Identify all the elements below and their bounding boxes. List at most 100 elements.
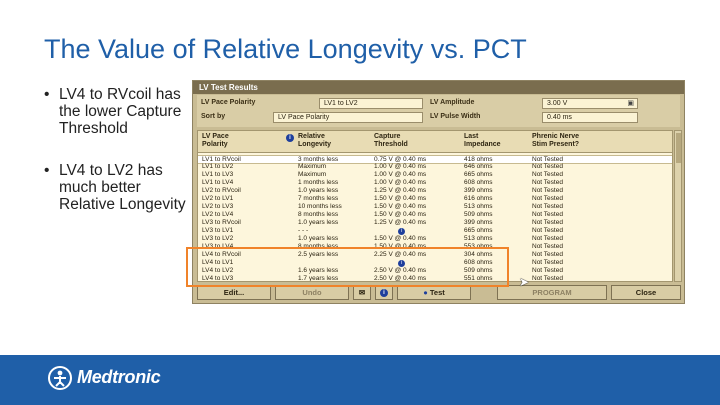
cell-capture-threshold: 1.50 V @ 0.40 ms [374,211,427,218]
cell-last-impedance: 616 ohms [464,195,493,202]
cell-last-impedance: 665 ohms [464,227,493,234]
sort-select[interactable]: LV Pace Polarity [273,112,423,123]
info-icon: i [380,289,388,297]
header-capture-threshold[interactable]: Capture Threshold [374,133,408,148]
cell-pace-polarity: LV4 to LV3 [202,275,234,282]
amplitude-select[interactable]: 3.00 V ▣ [542,98,638,109]
pulse-width-select[interactable]: 0.40 ms [542,112,638,123]
bullet-list: LV4 to RVcoil has the lower Capture Thre… [44,86,189,238]
pace-polarity-value: LV1 to LV2 [324,100,358,107]
pace-polarity-select[interactable]: LV1 to LV2 [319,98,423,109]
table-row[interactable]: LV2 to LV3 10 months less 1.50 V @ 0.40 ms… [198,203,672,212]
table-row[interactable]: LV4 to RVcoil 2.5 years less 2.25 V @ 0.40… [198,251,672,260]
cell-last-impedance: 646 ohms [464,163,493,170]
cell-capture-threshold: 0.75 V @ 0.40 ms [374,156,427,163]
table-row[interactable]: LV3 to LV2 1.0 years less 1.50 V @ 0.40 ms… [198,235,672,244]
cell-phrenic-nerve: Not Tested [532,227,563,234]
cell-pace-polarity: LV3 to LV4 [202,243,234,250]
program-button[interactable]: PROGRAM [497,285,607,300]
cell-relative-longevity: 1.6 years less [298,267,339,274]
cell-last-impedance: 399 ohms [464,187,493,194]
table-scrollbar[interactable] [674,130,682,282]
cell-pace-polarity: LV4 to LV1 [202,259,234,266]
cell-phrenic-nerve: Not Tested [532,156,563,163]
cell-phrenic-nerve: Not Tested [532,179,563,186]
cell-relative-longevity: 1.0 years less [298,235,339,242]
info-icon[interactable]: i [286,134,294,142]
cell-last-impedance: 509 ohms [464,267,493,274]
table-row[interactable]: LV2 to LV4 8 months less 1.50 V @ 0.40 ms 5… [198,211,672,220]
cell-phrenic-nerve: Not Tested [532,187,563,194]
header-pace-polarity[interactable]: LV Pace Polarity [202,133,229,148]
test-button[interactable]: ● Test [397,285,471,300]
header-relative-longevity[interactable]: Relative Longevity [298,133,332,148]
cell-phrenic-nerve: Not Tested [532,275,563,282]
undo-button[interactable]: Undo [275,285,349,300]
mouse-pointer-icon: ➤ [519,275,530,289]
cell-last-impedance: 509 ohms [464,211,493,218]
cell-last-impedance: 304 ohms [464,251,493,258]
cell-relative-longevity: 8 months less [298,243,339,250]
medtronic-logo-text: Medtronic [77,367,161,387]
table-row[interactable]: LV4 to LV3 1.7 years less 2.50 V @ 0.40 ms… [198,275,672,282]
pulse-width-value: 0.40 ms [547,114,572,121]
cell-phrenic-nerve: Not Tested [532,259,563,266]
table-row[interactable]: LV1 to LV3 Maximum 1.00 V @ 0.40 ms 665 ohm… [198,171,672,180]
cell-last-impedance: 608 ohms [464,179,493,186]
cell-capture-threshold: 1.50 V @ 0.40 ms [374,235,427,242]
lock-icon: ▣ [627,100,634,107]
cell-phrenic-nerve: Not Tested [532,243,563,250]
cell-capture-threshold: 1.50 V @ 0.40 ms [374,195,427,202]
cell-pace-polarity: LV2 to LV3 [202,203,234,210]
info-icon[interactable]: i [398,259,405,267]
table-row[interactable]: LV3 to LV4 8 months less 1.50 V @ 0.40 ms 5… [198,243,672,252]
cell-phrenic-nerve: Not Tested [532,251,563,258]
close-button[interactable]: Close [611,285,681,300]
print-button[interactable]: ✉ [353,285,371,300]
cell-phrenic-nerve: Not Tested [532,203,563,210]
cell-last-impedance: 665 ohms [464,171,493,178]
window-title: LV Test Results [193,81,684,94]
printer-icon: ✉ [358,288,366,297]
cell-relative-longevity: 7 months less [298,195,339,202]
cell-last-impedance: 608 ohms [464,259,493,266]
cell-pace-polarity: LV4 to LV2 [202,267,234,274]
cell-relative-longevity: 1.0 years less [298,187,339,194]
scrollbar-thumb[interactable] [676,133,681,163]
table-row[interactable]: LV3 to RVcoil 1.0 years less 1.25 V @ 0.40… [198,219,672,228]
table-row[interactable]: LV4 to LV2 1.6 years less 2.50 V @ 0.40 ms… [198,267,672,276]
results-table: LV Pace Polarity i Relative Longevity Ca… [197,130,673,282]
cell-capture-threshold: 1.25 V @ 0.40 ms [374,187,427,194]
cell-phrenic-nerve: Not Tested [532,195,563,202]
edit-button[interactable]: Edit... [197,285,271,300]
cell-pace-polarity: LV3 to LV1 [202,227,234,234]
table-row[interactable]: LV3 to LV1 - - - 665 ohms Not Tested i [198,227,672,236]
cell-relative-longevity: 8 months less [298,211,339,218]
cell-capture-threshold: 2.50 V @ 0.40 ms [374,275,427,282]
amplitude-value: 3.00 V [547,100,568,107]
slide-title: The Value of Relative Longevity vs. PCT [44,34,527,64]
header-phrenic-nerve[interactable]: Phrenic Nerve Stim Present? [532,133,580,148]
cell-capture-threshold: 1.50 V @ 0.40 ms [374,203,427,210]
table-row[interactable]: LV4 to LV1 608 ohms Not Tested i [198,259,672,268]
table-row[interactable]: LV1 to LV2 Maximum 1.00 V @ 0.40 ms 646 ohm… [198,163,672,172]
lv-test-results-window: LV Test Results LV Pace Polarity LV1 to … [192,80,685,304]
test-label: Test [429,288,445,297]
cell-pace-polarity: LV2 to RVcoil [202,187,241,194]
cell-last-impedance: 399 ohms [464,219,493,226]
table-row[interactable]: LV1 to LV4 1 months less 1.00 V @ 0.40 ms 6… [198,179,672,188]
test-icon: ● [423,288,428,297]
button-bar: Edit... Undo ✉ i ● Test PROGRAM Close [197,285,681,301]
cell-last-impedance: 553 ohms [464,243,493,250]
info-icon[interactable]: i [398,227,405,235]
table-row[interactable]: LV2 to LV1 7 months less 1.50 V @ 0.40 ms 6… [198,195,672,204]
table-row[interactable]: LV2 to RVcoil 1.0 years less 1.25 V @ 0.40… [198,187,672,196]
cell-pace-polarity: LV2 to LV4 [202,211,234,218]
cell-phrenic-nerve: Not Tested [532,219,563,226]
cell-pace-polarity: LV4 to RVcoil [202,251,241,258]
header-last-impedance[interactable]: Last Impedance [464,133,501,148]
table-row[interactable]: LV1 to RVcoil 3 months less 0.75 V @ 0.40 … [198,155,672,164]
bullet-item: LV4 to RVcoil has the lower Capture Thre… [44,86,189,137]
info-button[interactable]: i [375,285,393,300]
cell-capture-threshold: 1.00 V @ 0.40 ms [374,171,427,178]
